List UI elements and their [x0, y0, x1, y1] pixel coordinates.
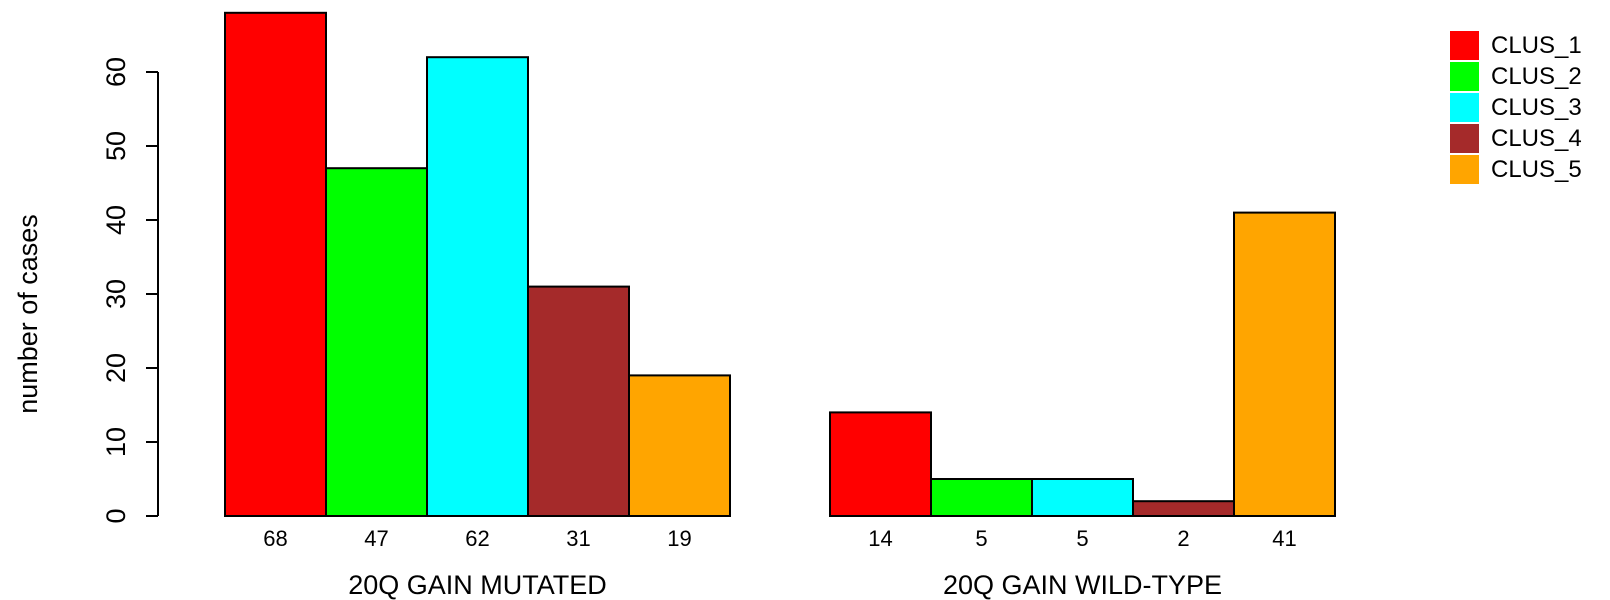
- bars: [224, 11, 1336, 518]
- bar-value-label: 14: [868, 526, 892, 551]
- y-axis-title: number of cases: [13, 214, 43, 414]
- group-label: 20Q GAIN WILD-TYPE: [943, 570, 1222, 600]
- bar-clus-5-group-1: [628, 374, 731, 517]
- y-axis: 0 10 20 30 40 50 60 number of cases: [13, 57, 159, 524]
- bar-value-label: 5: [1076, 526, 1088, 551]
- bar-value-label: 31: [566, 526, 590, 551]
- legend-swatch-clus-3: [1450, 93, 1479, 122]
- y-tick-label: 60: [101, 57, 131, 87]
- legend-swatch-clus-5: [1450, 155, 1479, 184]
- bar-value-label: 62: [465, 526, 489, 551]
- bar-clus-4-group-1: [527, 285, 630, 517]
- y-tick-label: 10: [101, 427, 131, 457]
- bar-value-labels: 68 47 62 31 19 14 5 5 2 41: [263, 526, 1296, 551]
- legend-label: CLUS_3: [1491, 94, 1582, 121]
- bar-clus-2-group-1: [325, 167, 428, 517]
- bar-clus-5-group-2: [1233, 211, 1336, 517]
- bar-clus-4-group-2: [1132, 500, 1235, 518]
- bar-value-label: 5: [975, 526, 987, 551]
- bar-clus-3-group-1: [426, 56, 529, 517]
- y-tick-label: 40: [101, 205, 131, 235]
- bar-value-label: 2: [1177, 526, 1189, 551]
- legend-swatch-clus-4: [1450, 124, 1479, 153]
- bar-value-label: 47: [364, 526, 388, 551]
- y-tick-label: 30: [101, 279, 131, 309]
- legend-swatch-clus-2: [1450, 62, 1479, 91]
- group-label: 20Q GAIN MUTATED: [348, 570, 607, 600]
- y-tick-label: 20: [101, 353, 131, 383]
- bar-clus-1-group-1: [224, 11, 327, 518]
- legend: CLUS_1 CLUS_2 CLUS_3 CLUS_4 CLUS_5: [1450, 31, 1582, 184]
- legend-label: CLUS_5: [1491, 156, 1582, 183]
- bar-value-label: 19: [667, 526, 691, 551]
- bar-clus-3-group-2: [1031, 478, 1134, 517]
- bar-clus-2-group-2: [930, 478, 1033, 517]
- y-tick-label: 0: [101, 508, 131, 523]
- bar-value-label: 68: [263, 526, 287, 551]
- bar-value-label: 41: [1272, 526, 1296, 551]
- legend-swatch-clus-1: [1450, 31, 1479, 60]
- bar-clus-1-group-2: [829, 411, 932, 517]
- group-labels: 20Q GAIN MUTATED 20Q GAIN WILD-TYPE: [348, 570, 1222, 600]
- legend-label: CLUS_2: [1491, 63, 1582, 90]
- legend-label: CLUS_1: [1491, 32, 1582, 59]
- y-tick-label: 50: [101, 131, 131, 161]
- legend-label: CLUS_4: [1491, 125, 1582, 152]
